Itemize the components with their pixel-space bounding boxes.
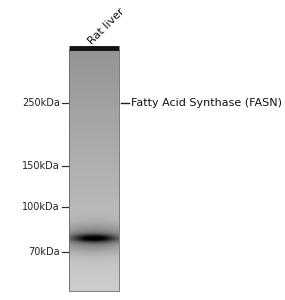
Text: 100kDa: 100kDa	[22, 202, 60, 212]
Text: Fatty Acid Synthase (FASN): Fatty Acid Synthase (FASN)	[131, 98, 282, 108]
Text: 150kDa: 150kDa	[22, 160, 60, 171]
Text: 70kDa: 70kDa	[28, 247, 60, 257]
Text: 250kDa: 250kDa	[22, 98, 60, 108]
Text: Rat liver: Rat liver	[87, 6, 127, 46]
Bar	[69, 50, 119, 291]
